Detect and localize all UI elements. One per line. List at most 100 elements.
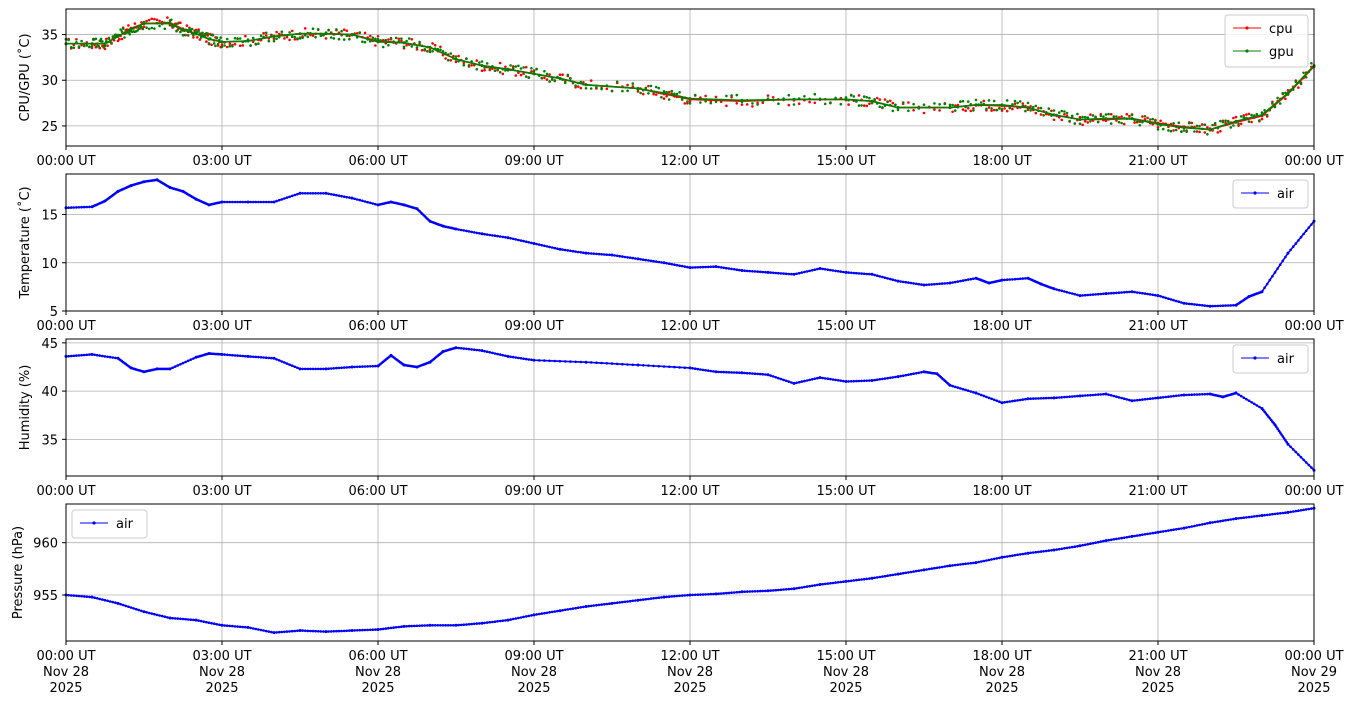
pressure-series-air-point [1294,509,1298,513]
cpu-gpu-series-gpu-point [1099,114,1103,118]
pressure-series-air-point [966,562,970,565]
temperature-series-air-point [670,262,674,266]
cpu-gpu-series-gpu-datapoint [350,33,354,37]
pressure-series-air-point [98,597,102,601]
pressure-series-air-point [953,563,957,567]
cpu-gpu-series-cpu-point [579,86,583,90]
temperature-series-air-point [1221,304,1225,308]
pressure-series-air-point [121,603,125,607]
humidity-series-air-point [1008,400,1012,403]
humidity-series-air-point [176,364,180,367]
cpu-gpu-series-gpu-point [410,45,414,48]
cpu-gpu-series-gpu-point [1232,124,1235,127]
humidity-series-air-point [1102,392,1105,396]
cpu-gpu-series-cpu-point [857,94,861,97]
cpu-gpu-series-gpu-point [1016,101,1019,105]
cpu-gpu-series-cpu-point [155,18,159,22]
pressure-series-air-point [270,630,273,634]
temperature-x-tick-label: 00:00 UT [36,319,95,334]
cpu-gpu-series-cpu-point [883,98,887,101]
cpu-gpu-series-gpu-point [1237,122,1240,126]
temperature-x-tick-label: 15:00 UT [816,319,875,334]
cpu-gpu-series-gpu-point [1239,115,1243,118]
pressure-series-air-point [907,571,910,574]
cpu-gpu-series-cpu-point [704,94,707,98]
pressure-series-air-point [210,621,213,625]
pressure-series-air-point [756,589,759,593]
cpu-gpu-series-gpu-point [335,28,338,31]
cpu-gpu-series-gpu-point [933,102,936,105]
temperature-series-air-point [270,200,273,204]
temperature-series-air-point [1268,278,1272,282]
cpu-gpu-series-gpu-point [472,62,476,66]
pressure-series-air-point [1190,525,1194,528]
cpu-gpu-series-gpu-point [141,27,144,31]
pressure-series-air-point [995,557,999,560]
humidity-series-air-datapoint [922,370,926,374]
pressure-series-air-point [306,629,310,633]
humidity-series-air-point [366,365,369,368]
humidity-series-air-point [475,348,479,352]
pressure-series-air-point [467,623,471,626]
temperature-series-air-point [1013,277,1017,281]
temperature-series-air-point [1107,292,1110,295]
humidity-series-air-point [1276,427,1279,431]
cpu-gpu-series-gpu-point [953,109,957,112]
cpu-gpu-x-tick-label: 18:00 UT [972,154,1031,169]
humidity-series-air-point [1255,404,1259,407]
pressure-series-air-point [1096,540,1100,544]
pressure-series-air-point [956,563,960,567]
humidity-series-air-point [756,372,759,376]
humidity-series-air-point [1187,393,1191,397]
cpu-gpu-series-cpu-point [166,16,169,19]
temperature-series-air-point [511,237,515,241]
humidity-series-air-point [1284,439,1287,442]
pressure-series-air-datapoint [636,598,640,602]
pressure-y-tick-label: 955 [33,589,58,604]
temperature-series-air-point [550,246,554,249]
humidity-series-air-datapoint [350,365,354,369]
cpu-gpu-series-cpu-point [1029,105,1032,108]
temperature-series-air-point [1304,229,1308,233]
humidity-series-air-point [1159,396,1162,399]
pressure-series-air-point [1102,539,1105,543]
cpu-gpu-series-cpu-point [522,72,525,76]
cpu-gpu-series-gpu-point [1021,104,1025,108]
cpu-gpu-series-gpu-point [1094,115,1097,119]
pressure-series-air-point [381,627,385,631]
cpu-gpu-series-gpu-point [1200,127,1204,131]
cpu-gpu-series-gpu-point [1083,115,1087,119]
pressure-series-air-point [769,589,772,592]
temperature-series-air-point [1206,304,1209,308]
humidity-series-air-point [262,356,265,359]
cpu-gpu-series-cpu-point [1005,109,1009,113]
humidity-series-air-point [238,354,242,358]
cpu-gpu-series-gpu-point [228,44,232,48]
temperature-series-air-point [862,272,866,276]
cpu-gpu-series-gpu-point [1042,114,1045,117]
pressure-series-air-point [459,623,463,627]
temperature-series-air-point [810,269,814,272]
humidity-series-air-point [964,388,967,392]
cpu-gpu-series-cpu-point [342,28,346,32]
humidity-series-air-point [1083,394,1087,397]
temperature-series-air-datapoint [987,281,991,285]
pressure-series-air-datapoint [168,616,172,620]
pressure-series-air-point [231,624,234,628]
humidity-series-air-point [514,356,518,359]
temperature-series-air-point [839,270,843,273]
temperature-series-air-point [647,259,650,262]
temperature-series-air-point [1011,278,1014,281]
pressure-series-air-point [847,579,850,583]
temperature-series-air-point [1099,292,1103,296]
cpu-gpu-series-gpu-point [1213,121,1217,125]
pressure-series-air-point [587,604,590,608]
cpu-gpu-series-gpu-point [1250,113,1253,117]
pressure-series-air-point [1187,525,1191,529]
cpu-gpu-series-gpu-point [366,38,369,41]
humidity-series-air-point [1247,399,1251,403]
humidity-series-air-datapoint [376,364,380,368]
temperature-x-tick-label: 21:00 UT [1128,319,1187,334]
cpu-gpu-series-gpu-point [1268,108,1272,112]
cpu-gpu-series-cpu-point [400,39,403,42]
